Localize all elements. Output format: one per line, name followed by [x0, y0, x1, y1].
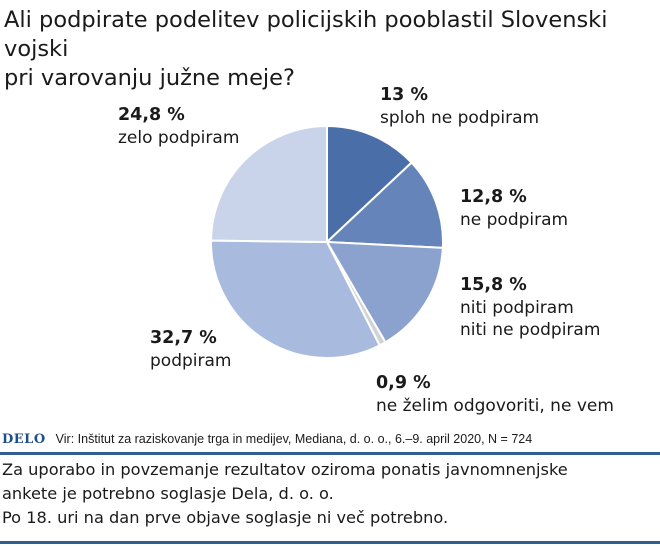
source-text: Vir: Inštitut za raziskovanje trga in me… — [55, 432, 533, 446]
chart-title-line-2: pri varovanju južne meje? — [4, 65, 295, 91]
slice-category-5-0: zelo podpiram — [118, 128, 239, 148]
pie-slice-5 — [209, 124, 328, 244]
pie-slice-0 — [326, 124, 413, 245]
delo-logo: DELO — [2, 431, 46, 447]
notice-line-1: Za uporabo in povzemanje rezultatov ozir… — [2, 460, 568, 479]
divider-top — [0, 452, 660, 455]
slice-percent-4: 32,7 % — [150, 328, 217, 348]
slice-label-5: 24,8 % zelo podpiram — [118, 105, 239, 148]
usage-notice: Za uporabo in povzemanje rezultatov ozir… — [2, 458, 658, 530]
slice-category-1-0: ne podpiram — [460, 210, 568, 230]
notice-line-2: ankete je potrebno soglasje Dela, d. o. … — [2, 484, 334, 503]
slice-category-0-0: sploh ne podpiram — [380, 108, 539, 128]
slice-label-1: 12,8 % ne podpiram — [460, 187, 568, 230]
slice-label-4: 32,7 % podpiram — [150, 328, 231, 371]
slice-percent-5: 24,8 % — [118, 105, 185, 125]
pie-chart: 13 % sploh ne podpiram 12,8 % ne podpiram 15… — [118, 85, 614, 416]
slice-category-3-0: ne želim odgovoriti, ne vem — [376, 396, 614, 416]
slice-category-4-0: podpiram — [150, 351, 231, 371]
pie-slices — [209, 124, 444, 359]
chart-title-line-1: Ali podpirate podelitev policijskih poob… — [4, 7, 608, 62]
pie-slice-1 — [324, 161, 444, 249]
slice-percent-2: 15,8 % — [460, 275, 527, 295]
pie-slice-4 — [210, 239, 382, 359]
notice-line-3: Po 18. uri na dan prve objave soglasje n… — [2, 508, 449, 527]
slice-category-2-1: niti ne podpiram — [460, 320, 600, 340]
slice-label-0: 13 % sploh ne podpiram — [380, 85, 539, 128]
slice-percent-3: 0,9 % — [376, 373, 431, 393]
chart-title: Ali podpirate podelitev policijskih poob… — [4, 6, 656, 93]
pie-slice-2 — [325, 240, 444, 344]
slice-label-3: 0,9 % ne želim odgovoriti, ne vem — [376, 373, 614, 416]
slice-percent-1: 12,8 % — [460, 187, 527, 207]
slice-percent-0: 13 % — [380, 85, 428, 105]
slice-category-2-0: niti podpiram — [460, 298, 574, 318]
source-line: DELO Vir: Inštitut za raziskovanje trga … — [0, 427, 660, 451]
pie-labels: 13 % sploh ne podpiram 12,8 % ne podpiram 15… — [118, 85, 614, 416]
divider-bottom — [0, 541, 660, 544]
